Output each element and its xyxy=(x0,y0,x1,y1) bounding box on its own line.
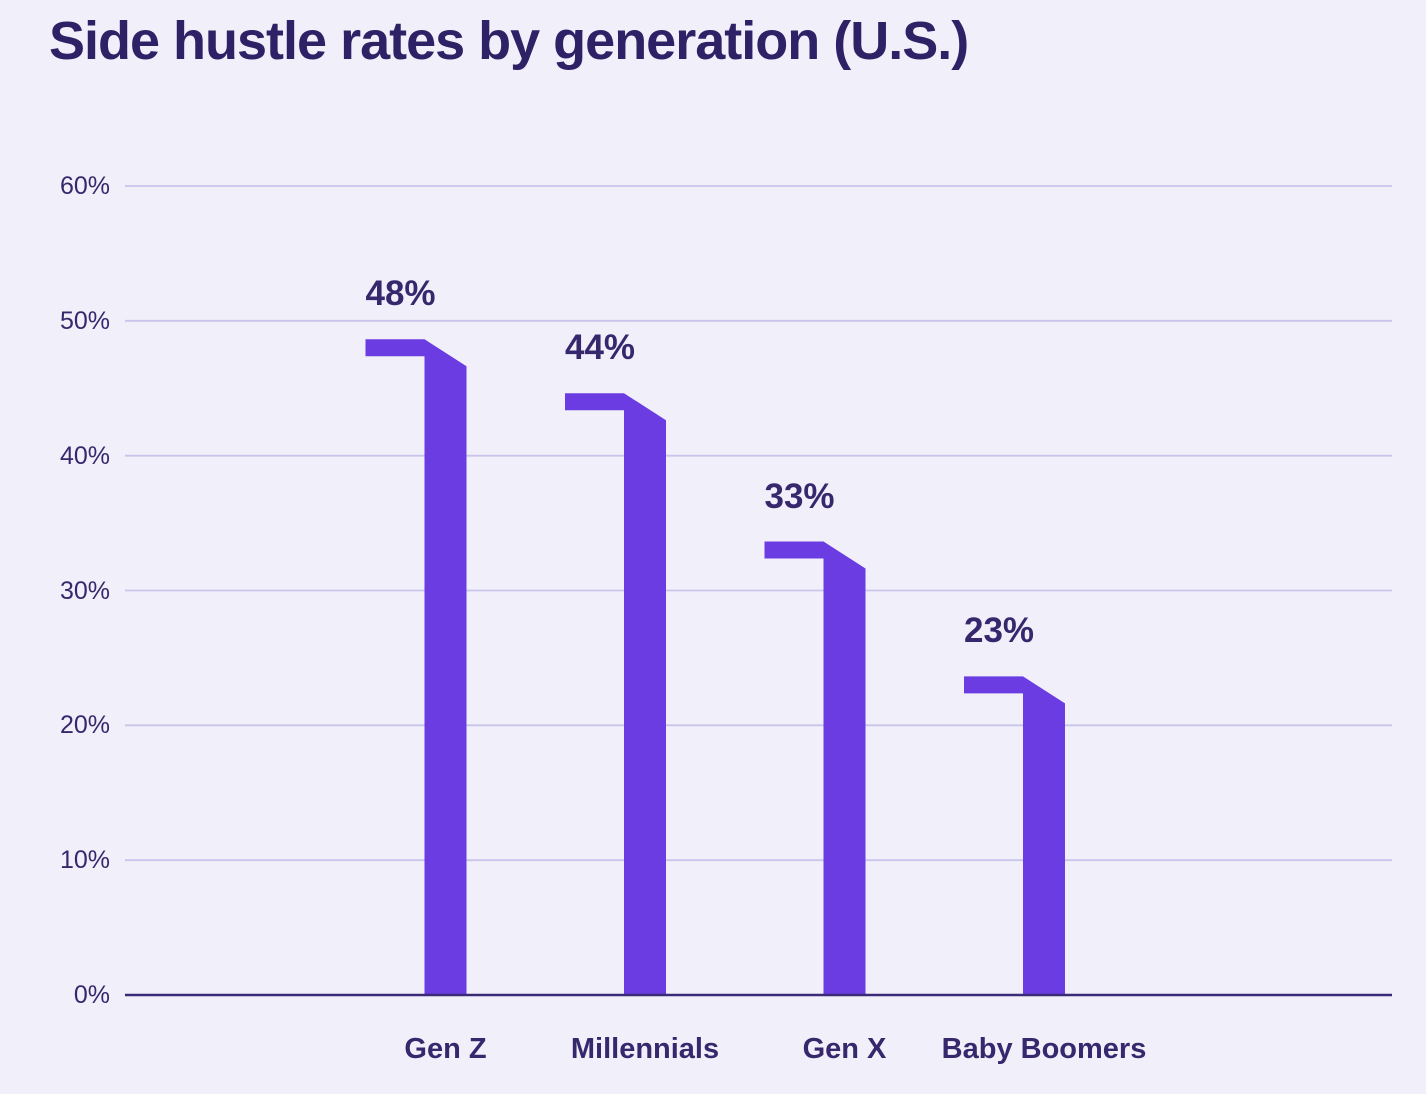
y-tick-label-60%: 60% xyxy=(59,172,110,200)
value-label-gen-x: 33% xyxy=(764,476,835,516)
chart-title: Side hustle rates by generation (U.S.) xyxy=(49,11,969,71)
value-label-gen-z: 48% xyxy=(365,274,436,314)
y-tick-label-10%: 10% xyxy=(59,846,110,875)
value-label-baby-boomers: 23% xyxy=(964,611,1035,651)
x-axis-label-gen-x: Gen X xyxy=(802,1033,887,1065)
y-tick-label-20%: 20% xyxy=(59,711,110,740)
x-axis-label-baby-boomers: Baby Boomers xyxy=(941,1033,1147,1065)
bar-millennials xyxy=(565,393,666,995)
bar-gen-x xyxy=(764,541,866,995)
y-tick-label-0%: 0% xyxy=(73,981,110,1009)
y-tick-label-40%: 40% xyxy=(59,441,110,470)
x-axis-label-gen-z: Gen Z xyxy=(404,1033,487,1065)
y-tick-label-30%: 30% xyxy=(59,576,110,605)
bar-gen-z xyxy=(365,339,467,995)
y-tick-label-50%: 50% xyxy=(59,306,110,335)
bar-baby-boomers xyxy=(964,676,1065,995)
x-axis-label-millennials: Millennials xyxy=(570,1033,720,1065)
value-label-millennials: 44% xyxy=(565,328,636,368)
